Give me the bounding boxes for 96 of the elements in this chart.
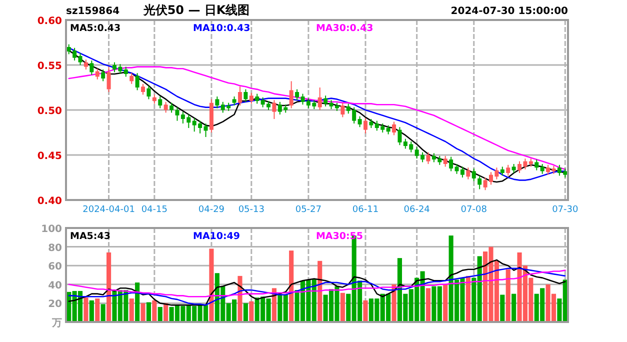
- text: MA30:0.43: [316, 23, 374, 34]
- text: MA10:49: [192, 231, 240, 242]
- bar: [249, 301, 254, 322]
- bar: [318, 260, 322, 322]
- candlestick: [249, 92, 254, 104]
- bar: [209, 248, 214, 322]
- candlestick: [340, 102, 345, 118]
- candlestick: [289, 80, 294, 109]
- candlestick: [95, 68, 100, 80]
- candlestick: [472, 168, 476, 182]
- x-tick-label: 07-30: [552, 205, 578, 215]
- bar: [340, 292, 345, 322]
- y-tick-label: 80: [48, 242, 62, 254]
- text: 2024-07-30 15:00:00: [450, 6, 568, 17]
- candlestick: [84, 59, 88, 70]
- bar: [243, 303, 248, 322]
- candlestick: [238, 86, 242, 106]
- candlestick: [540, 164, 544, 174]
- candlestick: [449, 156, 454, 172]
- candlestick: [466, 167, 470, 180]
- bar: [466, 276, 470, 322]
- y-tick-label: 0.50: [37, 106, 62, 117]
- candlestick: [130, 72, 134, 84]
- x-tick-label: 07-08: [460, 205, 488, 215]
- candlestick: [164, 101, 168, 114]
- y-tick-label: 0.40: [37, 196, 62, 207]
- text: MA30:55: [316, 231, 364, 242]
- y-tick-label: 20: [48, 299, 62, 310]
- candlestick: [146, 85, 151, 100]
- chart-title: 光伏50 — 日K线图: [142, 3, 250, 17]
- bar: [363, 300, 368, 322]
- text: MA10:0.43: [192, 23, 250, 34]
- candlestick: [106, 66, 111, 92]
- bar: [84, 298, 88, 322]
- candlestick: [170, 102, 174, 114]
- y-tick-label: 万: [51, 318, 62, 329]
- candlestick: [358, 116, 362, 128]
- y-tick-label: 0.55: [37, 61, 62, 72]
- candlestick: [324, 95, 328, 107]
- bar: [512, 294, 516, 322]
- x-tick-label: 2024-04-01: [82, 205, 135, 215]
- y-tick-label: 0.60: [37, 16, 62, 27]
- y-tick-label: 40: [48, 280, 62, 292]
- line-series: [68, 259, 566, 306]
- bar: [426, 288, 431, 322]
- candlestick: [318, 87, 322, 110]
- bar: [152, 300, 157, 322]
- bar: [89, 300, 94, 322]
- bar: [443, 284, 448, 322]
- candlestick: [158, 96, 162, 109]
- text: MA5:43: [70, 231, 110, 242]
- y-tick-label: 100: [41, 224, 62, 235]
- bar: [135, 282, 140, 322]
- series-label: MA5:0.43: [70, 23, 121, 34]
- line-series: [68, 270, 566, 298]
- candlestick: [244, 88, 248, 102]
- candlestick: [135, 72, 140, 91]
- x-tick-label: 05-27: [295, 205, 322, 215]
- bar: [106, 252, 112, 322]
- bar: [95, 298, 100, 322]
- candlestick: [78, 52, 82, 66]
- text: sz159864: [66, 6, 120, 17]
- candlestick: [398, 126, 402, 146]
- candlestick: [534, 159, 539, 171]
- line-series: [68, 268, 566, 306]
- candlestick: [426, 152, 430, 164]
- candlestick: [363, 118, 368, 134]
- bar: [289, 250, 294, 322]
- bar: [140, 303, 146, 322]
- candlestick: [506, 164, 510, 176]
- candlestick: [392, 121, 396, 136]
- bar: [146, 302, 151, 322]
- x-tick-label: 04-15: [141, 205, 168, 215]
- bar: [500, 294, 505, 322]
- candlestick: [443, 155, 448, 168]
- bar: [506, 269, 510, 322]
- y-tick-label: 60: [48, 262, 62, 273]
- x-tick-label: 06-24: [404, 205, 430, 215]
- x-tick-label: 04-29: [198, 205, 225, 215]
- candlestick: [141, 83, 146, 96]
- bar: [238, 276, 242, 322]
- y-tick-label: 0.45: [37, 151, 62, 162]
- x-tick-label: 06-11: [352, 205, 379, 215]
- candlestick: [204, 123, 208, 138]
- bar: [100, 304, 106, 322]
- candlestick: [255, 93, 260, 104]
- bar: [129, 298, 134, 322]
- candlestick: [215, 96, 220, 109]
- candlestick: [272, 100, 276, 120]
- bar: [158, 306, 162, 322]
- candlestick: [175, 106, 180, 122]
- candlestick: [101, 69, 106, 82]
- candlestick: [478, 175, 482, 190]
- candlestick: [90, 60, 94, 76]
- x-tick-label: 05-13: [238, 205, 264, 215]
- candlestick: [124, 66, 128, 78]
